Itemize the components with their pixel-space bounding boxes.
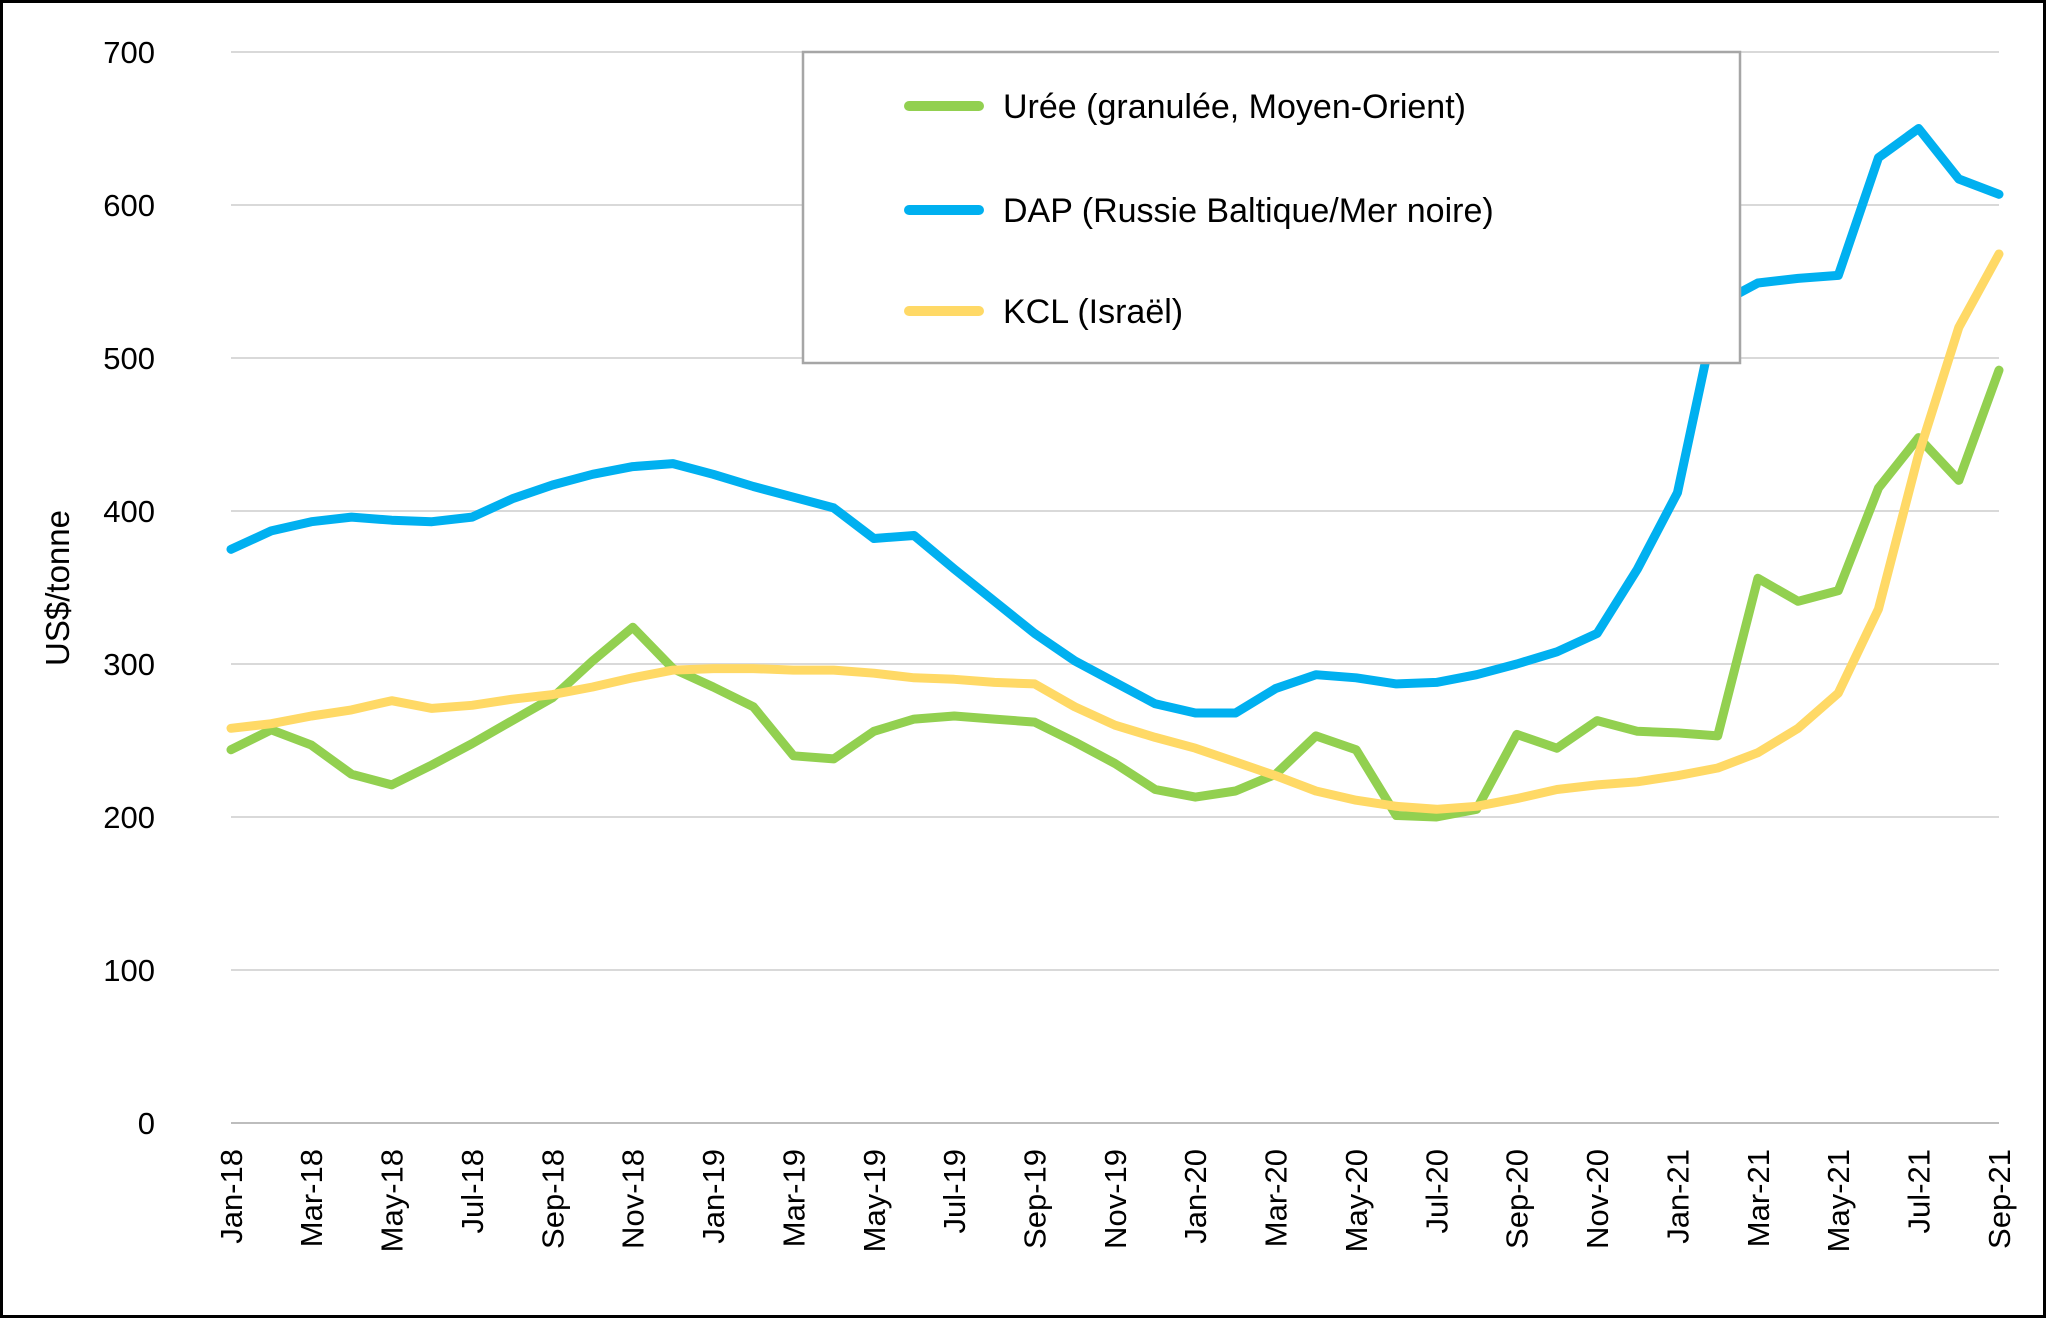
x-tick-label: Jan-20 (1178, 1149, 1213, 1244)
y-tick-label: 500 (103, 341, 155, 376)
x-tick-label: Nov-19 (1098, 1149, 1133, 1249)
x-tick-label: Jul-18 (455, 1149, 490, 1233)
y-tick-label: 100 (103, 953, 155, 988)
x-tick-label: Mar-21 (1741, 1149, 1776, 1247)
series-line-kcl (226, 249, 2004, 814)
x-tick-label: Mar-18 (294, 1149, 329, 1247)
y-axis-title: US$/tonne (39, 510, 76, 666)
x-tick-label: May-21 (1821, 1149, 1856, 1252)
x-tick-label: Jul-19 (937, 1149, 972, 1233)
series-line-uree (226, 365, 2004, 822)
x-tick-label: Sep-19 (1017, 1149, 1052, 1249)
x-tick-label: May-20 (1339, 1149, 1374, 1252)
legend-label-uree: Urée (granulée, Moyen-Orient) (1003, 88, 1466, 126)
y-tick-label: 600 (103, 188, 155, 223)
x-tick-label: Nov-20 (1580, 1149, 1615, 1249)
x-tick-label: Jul-21 (1901, 1149, 1936, 1233)
y-tick-label: 0 (138, 1106, 155, 1141)
x-tick-label: Mar-19 (776, 1149, 811, 1247)
legend-label-dap: DAP (Russie Baltique/Mer noire) (1003, 192, 1494, 230)
x-tick-label: Jan-19 (696, 1149, 731, 1244)
x-tick-label: Sep-20 (1500, 1149, 1535, 1249)
y-tick-label: 300 (103, 647, 155, 682)
y-tick-label: 200 (103, 800, 155, 835)
legend: Urée (granulée, Moyen-Orient) DAP (Russie… (801, 50, 1742, 365)
x-tick-label: Jul-20 (1419, 1149, 1454, 1233)
legend-label-kcl: KCL (Israël) (1003, 293, 1183, 331)
x-axis-labels: Jan-18 Mar-18 May-18 Jul-18 Sep-18 Nov-18 Jan-… (214, 1149, 2017, 1252)
y-axis-labels: 0 100 200 300 400 500 600 700 (103, 35, 155, 1141)
x-tick-label: Mar-20 (1259, 1149, 1294, 1247)
x-tick-label: May-18 (375, 1149, 410, 1252)
y-tick-label: 700 (103, 35, 155, 70)
x-tick-label: May-19 (857, 1149, 892, 1252)
x-tick-label: Sep-18 (535, 1149, 570, 1249)
x-tick-label: Jan-21 (1660, 1149, 1695, 1244)
x-tick-label: Jan-18 (214, 1149, 249, 1244)
x-tick-label: Nov-18 (616, 1149, 651, 1249)
x-tick-label: Sep-21 (1982, 1149, 2017, 1249)
y-tick-label: 400 (103, 494, 155, 529)
series-line-dap (226, 124, 2004, 718)
line-chart: 0 100 200 300 400 500 600 700 US$/tonne Jan-18 Mar… (39, 35, 2017, 1253)
